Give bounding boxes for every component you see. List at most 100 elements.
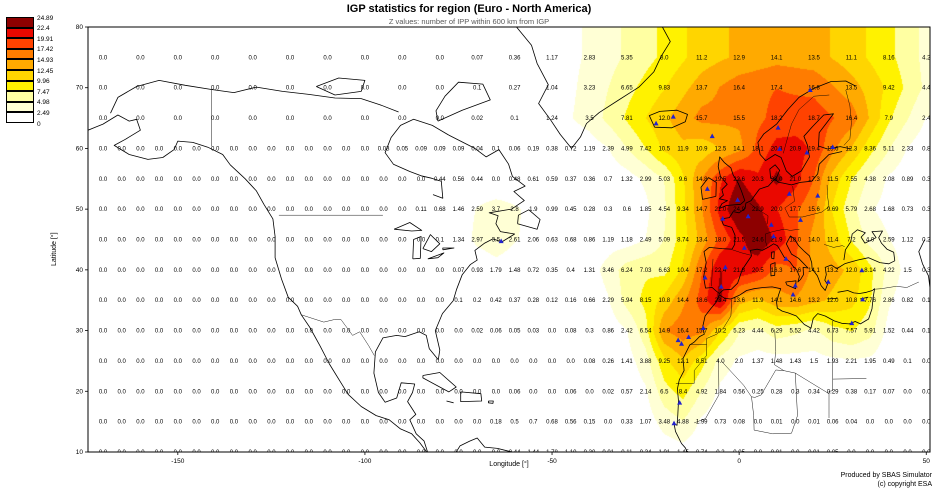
grid-value: 7.57 [846, 329, 858, 335]
grid-value: 0.0 [903, 420, 912, 426]
station-marker-icon [686, 334, 692, 340]
grid-value: 0.0 [211, 420, 220, 426]
grid-value: 1.17 [546, 55, 558, 61]
grid-value: 12.0 [846, 268, 858, 274]
grid-value: 0.0 [417, 389, 426, 395]
grid-value: 0.0 [99, 389, 108, 395]
grid-value: 12.9 [733, 55, 745, 61]
grid-value: 0.0 [192, 420, 201, 426]
grid-value: 1.07 [640, 420, 652, 426]
grid-value: 0.0 [361, 389, 370, 395]
grid-value: 20.9 [789, 146, 801, 152]
station-marker-icon [653, 120, 659, 126]
grid-value: 0.2 [922, 238, 931, 244]
coastline [412, 236, 422, 260]
grid-value: 0.0 [342, 329, 351, 335]
station-marker-icon [675, 337, 681, 343]
grid-value: 4.0 [866, 238, 875, 244]
grid-value: 0.0 [342, 420, 351, 426]
grid-value: 0.0 [267, 359, 276, 365]
grid-value: 12.5 [715, 146, 727, 152]
grid-value: 0.0 [249, 55, 258, 61]
grid-value: 2.68 [864, 207, 876, 213]
border-line [791, 373, 798, 434]
grid-value: 21.8 [733, 268, 745, 274]
grid-value: 0.0 [342, 268, 351, 274]
grid-value: 4.99 [621, 146, 633, 152]
grid-value: 0.0 [99, 86, 108, 92]
grid-value: 0.89 [902, 177, 914, 183]
grid-value: 9.69 [827, 207, 839, 213]
grid-value: 0.44 [509, 450, 521, 456]
grid-value: 0.0 [118, 298, 127, 304]
grid-value: 0.0 [847, 450, 856, 456]
grid-value: 2.0 [735, 359, 744, 365]
grid-value: 0.0 [286, 86, 295, 92]
grid-value: 0.15 [584, 420, 596, 426]
grid-value: 0.99 [546, 207, 558, 213]
grid-value: 0.0 [492, 177, 501, 183]
coastline [918, 239, 930, 289]
grid-value: 5.03 [658, 177, 670, 183]
grid-value: 0.0 [99, 207, 108, 213]
grid-value: 0.73 [902, 207, 914, 213]
grid-value: 0.19 [527, 146, 539, 152]
grid-value: 1.32 [621, 177, 633, 183]
grid-value: 0.0 [249, 238, 258, 244]
grid-value: 0.0 [286, 268, 295, 274]
grid-value: 0.27 [509, 86, 521, 92]
grid-value: 7.55 [846, 177, 858, 183]
grid-value: 0.0 [323, 359, 332, 365]
station-marker-icon [741, 245, 747, 250]
station-marker-icon [849, 320, 855, 326]
grid-value: 10.8 [846, 298, 858, 304]
grid-value: 0.37 [509, 298, 521, 304]
grid-value: 13.4 [696, 238, 708, 244]
grid-value: 18.7 [808, 116, 820, 122]
grid-value: 11.4 [827, 238, 839, 244]
coastline [435, 81, 491, 122]
grid-value: 3.23 [584, 86, 596, 92]
grid-value: 0.36 [509, 55, 521, 61]
border-line [754, 429, 792, 435]
grid-value: 0.0 [361, 86, 370, 92]
grid-value: 0.2 [473, 298, 482, 304]
colorbar-swatch [6, 80, 34, 92]
grid-value: 0.0 [323, 389, 332, 395]
grid-value: 0.0 [305, 298, 314, 304]
grid-value: 0.36 [584, 177, 596, 183]
grid-value: 0.0 [174, 55, 183, 61]
station-marker-icon [825, 279, 831, 284]
grid-value: 0.7 [529, 420, 538, 426]
grid-value: 18.1 [752, 146, 764, 152]
grid-value: 0.0 [454, 389, 463, 395]
grid-value: 0.08 [733, 420, 745, 426]
grid-value: 11.5 [827, 177, 839, 183]
colorbar-legend: 24.89 22.4 19.91 17.42 14.93 12.45 9.96 7.47 4.9… [6, 15, 76, 137]
grid-value: 0.09 [453, 146, 465, 152]
grid-value: 0.0 [155, 420, 164, 426]
grid-value: 0.0 [249, 389, 258, 395]
grid-value: 8.51 [696, 359, 708, 365]
grid-value: 5.79 [846, 207, 858, 213]
grid-value: 0.3 [922, 268, 931, 274]
grid-value: 13.2 [827, 268, 839, 274]
station-marker-icon [786, 191, 792, 196]
grid-value: 0.73 [715, 420, 727, 426]
grid-value: 0.04 [846, 420, 858, 426]
grid-value: 0.0 [192, 359, 201, 365]
grid-value: 0.1 [436, 238, 445, 244]
y-tick-label: 30 [76, 328, 84, 335]
grid-value: 0.0 [323, 420, 332, 426]
grid-value: 0.0 [361, 146, 370, 152]
grid-value: 0.05 [509, 329, 521, 335]
grid-value: 16.4 [733, 86, 745, 92]
grid-value: 0.0 [398, 329, 407, 335]
grid-value: 0.0 [99, 116, 108, 122]
grid-value: 0.0 [885, 450, 894, 456]
grid-value: 14.9 [658, 329, 670, 335]
grid-value: 0.0 [473, 389, 482, 395]
station-markers [498, 87, 866, 426]
y-tick-label: 70 [76, 85, 84, 92]
